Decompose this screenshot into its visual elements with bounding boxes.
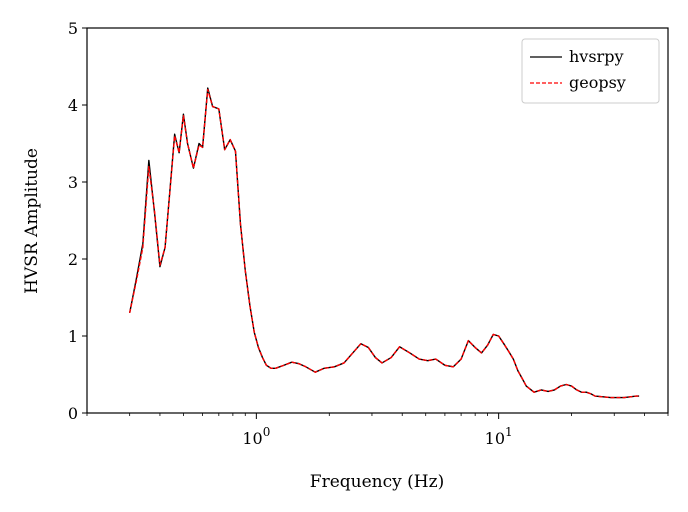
series-line-geopsy — [128, 88, 640, 399]
plot-frame — [86, 27, 669, 414]
x-axis-label: Frequency (Hz) — [310, 472, 444, 492]
y-tick-label: 5 — [68, 19, 78, 38]
x-tick-label: 101 — [485, 425, 513, 448]
y-axis-label: HVSR Amplitude — [22, 148, 42, 294]
y-tick-label: 4 — [68, 96, 78, 115]
y-tick-label: 3 — [68, 173, 78, 192]
y-axis: 0 1 2 3 4 5 — [68, 19, 87, 423]
x-tick-label: 100 — [242, 425, 270, 448]
legend-label-hvsrpy: hvsrpy — [569, 47, 623, 66]
legend-label-geopsy: geopsy — [569, 73, 626, 92]
y-tick-label: 0 — [68, 404, 78, 423]
series-layer — [128, 87, 640, 399]
y-tick-label: 1 — [68, 327, 78, 346]
legend: hvsrpy geopsy — [521, 38, 660, 104]
x-axis: 100 101 — [86, 413, 669, 448]
y-tick-label: 2 — [68, 250, 78, 269]
legend-box — [521, 38, 660, 104]
